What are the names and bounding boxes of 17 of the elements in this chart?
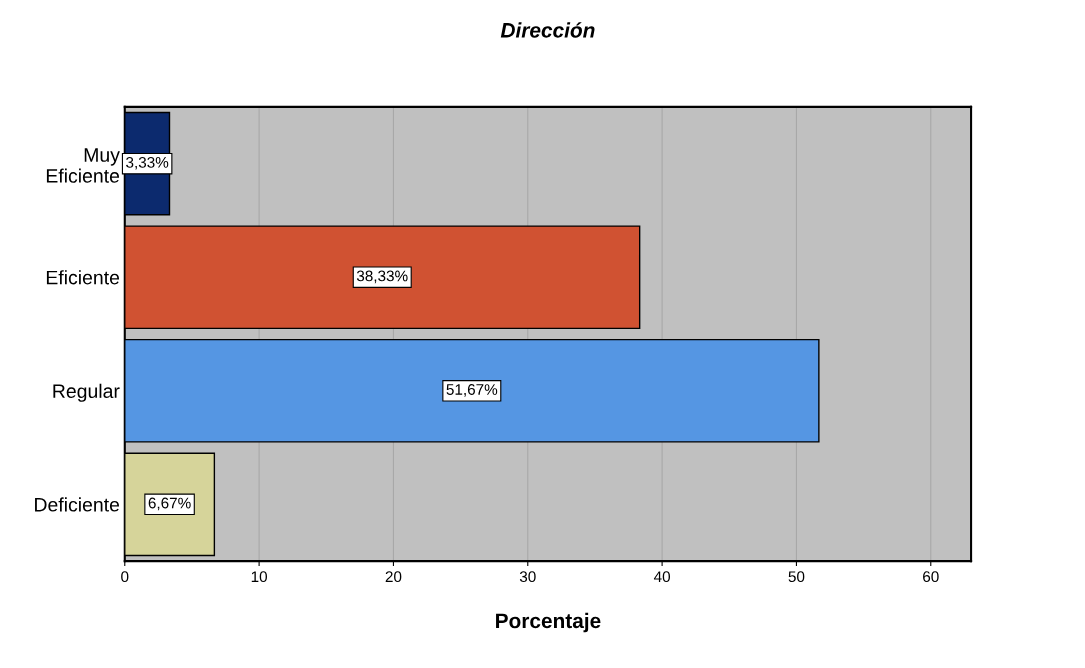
chart-title: Dirección — [500, 22, 595, 38]
data-label: 51,67% — [446, 384, 498, 397]
x-tick-label: 60 — [923, 571, 939, 583]
x-tick-label: 50 — [788, 571, 805, 583]
y-tick-label: Regular — [53, 383, 120, 402]
x-tick-label: 0 — [121, 571, 129, 583]
data-label: 6,67% — [148, 497, 191, 511]
data-label: 38,33% — [356, 270, 408, 284]
data-label: 3,33% — [126, 156, 169, 170]
x-tick-label: 20 — [385, 571, 402, 583]
y-tick-label: Eficiente — [46, 270, 120, 285]
x-tick-label: 10 — [251, 571, 268, 583]
x-tick-label: 30 — [519, 571, 536, 583]
x-axis-title: Porcentaje — [496, 612, 601, 633]
y-tick-label: Deficiente — [35, 497, 120, 512]
y-tick-label: Muy Eficiente — [46, 148, 120, 183]
x-tick-label: 40 — [653, 571, 671, 583]
